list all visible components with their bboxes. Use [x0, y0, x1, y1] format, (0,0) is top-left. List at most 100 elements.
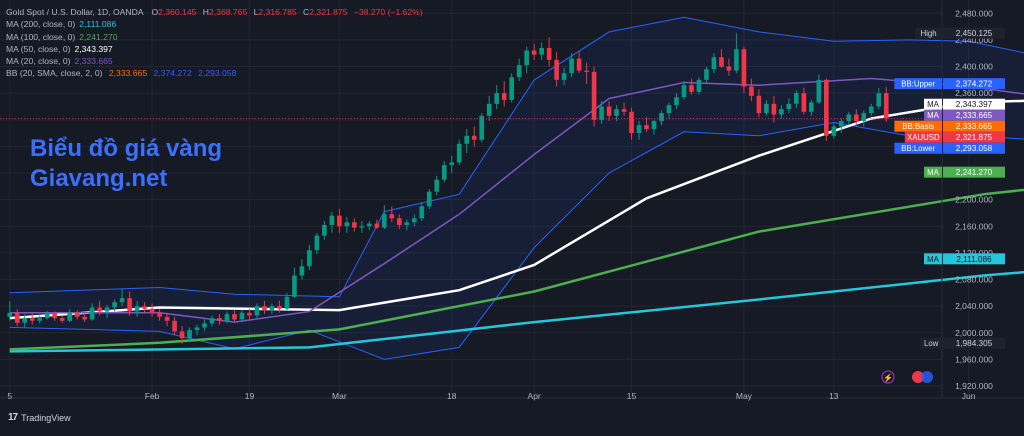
candle-body [269, 306, 275, 311]
ohlc-low-value: 2,316.785 [258, 7, 297, 17]
candle-body [779, 109, 784, 115]
price-label-box [943, 98, 1005, 110]
price-tick-label: 2,080.000 [955, 275, 993, 285]
candle-body [389, 214, 395, 219]
price-label-name: MA [927, 111, 939, 120]
time-axis[interactable]: 5Feb19Mar18Apr15May13Jun17Jul [0, 391, 1024, 401]
ohlc-close-value: 2,321.875 [309, 7, 348, 17]
price-label-name: BB:Basis [902, 122, 934, 131]
candle-body [82, 316, 87, 320]
candle-body [37, 318, 43, 321]
price-label-box [943, 120, 1005, 132]
candle-body [801, 93, 807, 112]
candle-body [247, 312, 252, 316]
candle-body [434, 179, 440, 192]
legend-symbol-row: Gold Spot / U.S. Dollar, 1D, OANDA O2,36… [6, 6, 423, 18]
time-tick-label: May [736, 391, 753, 401]
candle-body [262, 306, 267, 311]
candle-body [734, 49, 739, 71]
candle-body [621, 109, 627, 112]
candle-body [629, 111, 634, 134]
candle-body [172, 320, 177, 332]
watermark-line-1: Biểu đồ giá vàng [30, 135, 223, 162]
lightning-event-icon [881, 370, 895, 384]
candle-body [659, 113, 664, 122]
candle-body [876, 93, 882, 107]
legend-ma200[interactable]: MA (200, close, 0) 2,111.086 [6, 18, 423, 30]
legend-bb[interactable]: BB (20, SMA, close, 2, 0) 2,333.665 2,37… [6, 67, 423, 79]
ohlc-high-value: 2,368.765 [209, 7, 248, 17]
candle-body [516, 65, 522, 78]
candle-body [719, 57, 724, 67]
candle-body [217, 318, 222, 321]
candle-body [157, 312, 162, 317]
candle-body [509, 77, 515, 100]
price-label-value: 2,241.270 [956, 168, 993, 177]
candle-body [464, 135, 470, 144]
ma200-label: MA (200, close, 0) [6, 19, 76, 30]
candle-body [419, 206, 425, 219]
candle-body [202, 323, 207, 328]
candle-body [134, 306, 140, 312]
price-label-box [943, 78, 1005, 90]
candle-body [809, 102, 814, 112]
price-label-tag [894, 142, 942, 154]
candle-body [831, 126, 837, 136]
legend-ma20[interactable]: MA (20, close, 0) 2,333.665 [6, 55, 423, 67]
candle-body [636, 125, 642, 134]
candle-body [794, 93, 799, 104]
price-label-name: High [921, 29, 937, 38]
candle-body [711, 57, 717, 70]
candle-body [786, 103, 792, 110]
price-label-tag [894, 120, 942, 132]
price-label-name: XAUUSD [907, 133, 940, 142]
price-label-tag [915, 27, 942, 39]
candle-body [539, 47, 544, 55]
candle-body [322, 224, 327, 236]
candle-body [584, 70, 589, 72]
candle-body [696, 79, 702, 92]
time-tick-label: 15 [627, 391, 637, 401]
time-tick-label: Apr [528, 391, 541, 401]
price-tick-label: 2,480.000 [955, 8, 993, 18]
price-label-box [943, 253, 1005, 265]
candle-body [239, 312, 245, 320]
price-label-value: 2,293.058 [956, 144, 993, 153]
candle-body [606, 106, 612, 116]
candle-body [764, 103, 769, 114]
candle-body [749, 86, 754, 96]
price-labels: High 2,450.125 BB:Upper 2,374.272 MA 2,343.39… [894, 27, 1005, 349]
legend-ma50[interactable]: MA (50, close, 0) 2,343.397 [6, 43, 423, 55]
ma50-value: 2,343.397 [74, 43, 113, 54]
time-tick-label: 13 [829, 391, 839, 401]
price-label-value: 2,333.665 [956, 122, 993, 131]
symbol-title: Gold Spot / U.S. Dollar, 1D, OANDA [6, 7, 144, 17]
ma-line-ma100 [9, 188, 1024, 351]
candle-body [838, 121, 844, 127]
price-label-name: MA [927, 255, 939, 264]
price-label-tag [924, 166, 942, 178]
candle-body [187, 330, 192, 339]
candle-body [352, 222, 357, 228]
candle-body [741, 49, 747, 87]
candle-body [456, 143, 462, 163]
tradingview-logo[interactable]: 17 TradingView [8, 412, 71, 423]
price-label-value: 2,343.397 [956, 100, 993, 109]
price-label-tag [924, 98, 942, 110]
legend-ma100[interactable]: MA (100, close, 0) 2,241.270 [6, 31, 423, 43]
price-label-name: MA [927, 168, 939, 177]
candle-body [561, 73, 567, 80]
price-label-name: BB:Lower [901, 144, 935, 153]
candle-body [823, 79, 829, 136]
candle-body [104, 307, 110, 312]
candle-body [883, 93, 889, 119]
price-label-name: Low [924, 339, 939, 348]
candle-body [59, 318, 65, 321]
time-tick-label: 5 [7, 391, 12, 401]
price-label-value: 2,111.086 [956, 255, 992, 264]
candle-body [651, 121, 657, 130]
candle-body [74, 312, 80, 317]
candle-body [494, 93, 500, 104]
